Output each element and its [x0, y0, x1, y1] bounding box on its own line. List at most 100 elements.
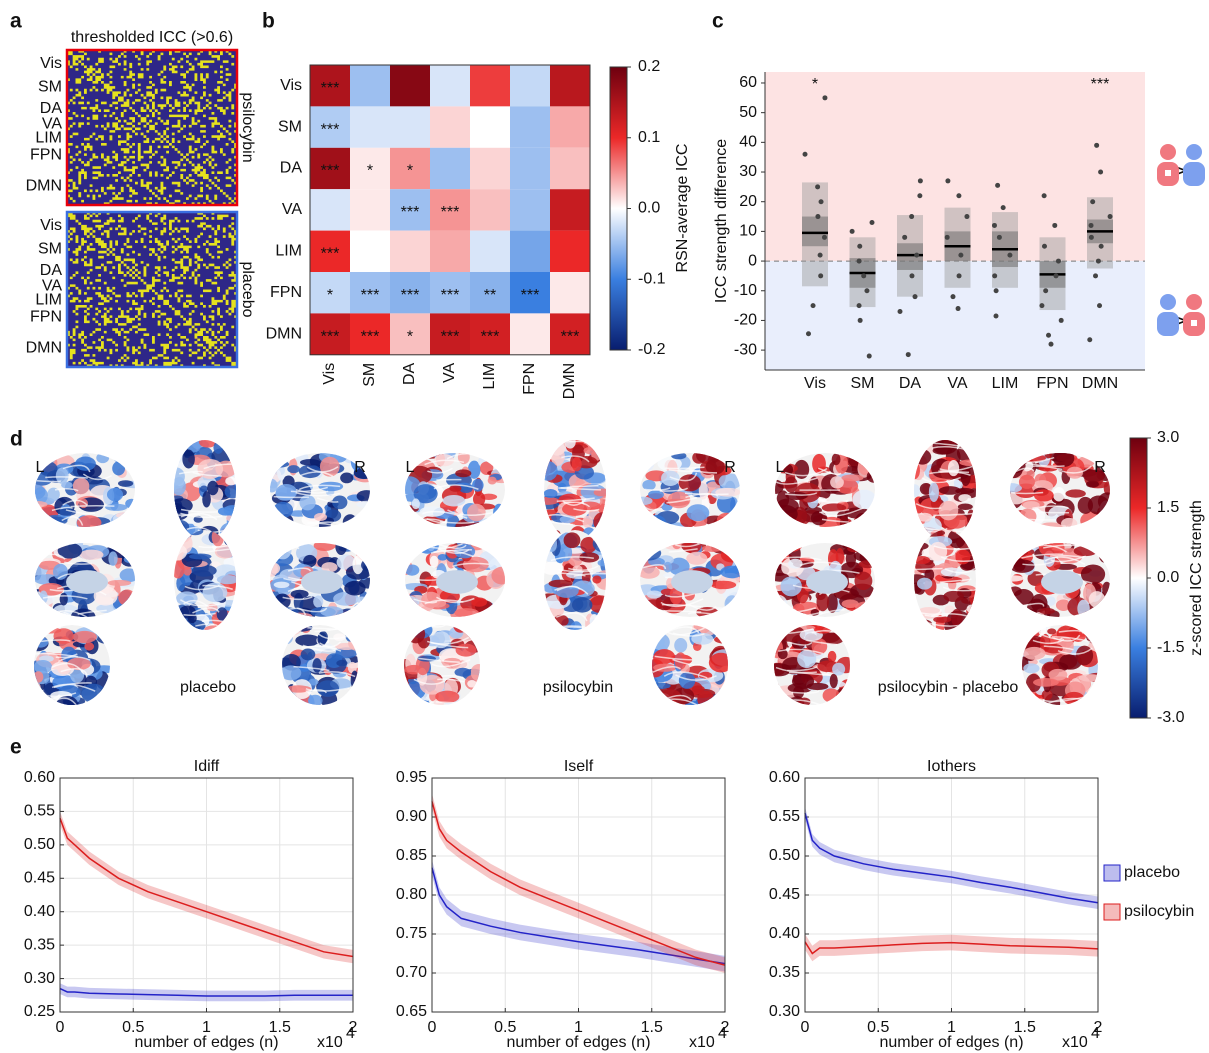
sulcus	[689, 468, 718, 474]
sulcus	[557, 572, 586, 577]
brain-patch	[714, 635, 728, 644]
brain-patch	[404, 625, 422, 636]
side-label: R	[1094, 459, 1106, 476]
brain-patch	[724, 595, 740, 613]
brain-patch	[698, 671, 713, 680]
medial-wall	[66, 570, 108, 594]
brain-patch	[1010, 547, 1029, 558]
sulcus	[180, 512, 223, 519]
brain-patch	[652, 625, 669, 635]
legend-swatch	[1103, 864, 1121, 882]
x-tick-label: 2	[721, 1019, 730, 1036]
significance: ***	[321, 80, 340, 97]
brain-patch	[818, 488, 831, 499]
brain-patch	[225, 476, 236, 486]
brain-patch	[118, 589, 135, 607]
brain-patch	[720, 546, 740, 563]
sulcus	[684, 492, 729, 496]
brain-patch	[224, 534, 236, 548]
brain-patch	[67, 657, 91, 671]
brain-patch	[224, 484, 236, 499]
row-label: VA	[42, 278, 62, 295]
brain-patch	[716, 512, 738, 527]
brain-patch	[313, 595, 324, 608]
brain-patch	[59, 592, 68, 606]
brain-patch	[435, 690, 460, 703]
sulcus	[177, 513, 201, 516]
sulcus	[1032, 465, 1063, 471]
brain-patch	[787, 611, 806, 617]
brain-patch	[117, 480, 134, 487]
colorbar-tick-label: 0.0	[638, 200, 660, 217]
heatmap-cell	[350, 106, 390, 148]
sulcus	[1032, 505, 1069, 510]
data-point	[945, 178, 951, 184]
x-tick-label: 0	[56, 1019, 65, 1036]
data-point	[1094, 142, 1100, 148]
side-label: R	[724, 459, 736, 476]
heatmap-cell	[310, 313, 350, 355]
brain-patch	[197, 458, 224, 479]
x-tick-label: 0.5	[122, 1019, 144, 1036]
brain-patch	[335, 647, 358, 659]
brain-patch	[34, 628, 44, 640]
colorbar-tick-label: 0.1	[638, 129, 660, 146]
brain-patch	[589, 614, 599, 629]
brain-patch	[794, 459, 810, 480]
data-point	[1095, 258, 1101, 264]
brain-patch	[467, 679, 477, 688]
brain-patch	[1010, 458, 1026, 474]
sulcus	[550, 556, 594, 562]
brain-patch	[640, 545, 662, 561]
x-tick-label: DA	[899, 375, 922, 392]
heatmap-cell	[310, 272, 350, 314]
brain-patch	[37, 698, 51, 705]
heatmap-cell	[550, 106, 590, 148]
brain-patch	[427, 543, 436, 552]
brain-patch	[336, 659, 348, 667]
x-tick-label: VA	[947, 375, 967, 392]
brain-patch	[348, 581, 360, 595]
brain	[640, 543, 740, 617]
brain-patch	[112, 520, 127, 527]
y-axis-label: ICC strength difference	[713, 139, 730, 303]
sulcus	[1022, 453, 1047, 457]
sulcus	[447, 509, 493, 516]
row-label: LIM	[35, 130, 62, 147]
x-tick-label: 1	[947, 1019, 956, 1036]
brain-patch	[774, 625, 787, 635]
y-tick-label: 0.25	[24, 1003, 55, 1020]
brain-patch	[866, 470, 875, 483]
sulcus	[561, 455, 590, 463]
brain-patch	[404, 625, 416, 634]
colorbar-tick-label: 0.0	[1157, 569, 1179, 586]
sulcus	[820, 507, 864, 517]
sulcus	[1025, 626, 1051, 631]
brain-patch	[455, 643, 477, 657]
y-tick-label: 20	[739, 193, 757, 210]
brain-patch	[300, 648, 316, 661]
sulcus	[418, 657, 460, 663]
brain-patch	[791, 673, 815, 690]
brain-patch	[832, 662, 846, 676]
brain-patch	[284, 625, 303, 636]
x-tick-label: SM	[851, 375, 875, 392]
sulcus	[560, 484, 599, 489]
brain-patch	[548, 579, 573, 588]
sulcus	[42, 595, 88, 600]
data-point	[995, 182, 1001, 188]
x-scale-label: x10	[1062, 1034, 1088, 1051]
brain-patch	[35, 515, 51, 526]
sulcus	[799, 561, 842, 567]
data-point	[992, 273, 998, 279]
brain-patch	[842, 543, 862, 550]
brain-patch	[717, 521, 740, 527]
panel-letter: a	[10, 10, 22, 33]
brain-patch	[405, 595, 420, 610]
brain-patch	[1010, 559, 1035, 573]
significance: ***	[321, 328, 340, 345]
heatmap-cell	[470, 313, 510, 355]
brain-patch	[674, 638, 688, 653]
brain-patch	[34, 659, 53, 674]
brain-patch	[697, 690, 715, 705]
